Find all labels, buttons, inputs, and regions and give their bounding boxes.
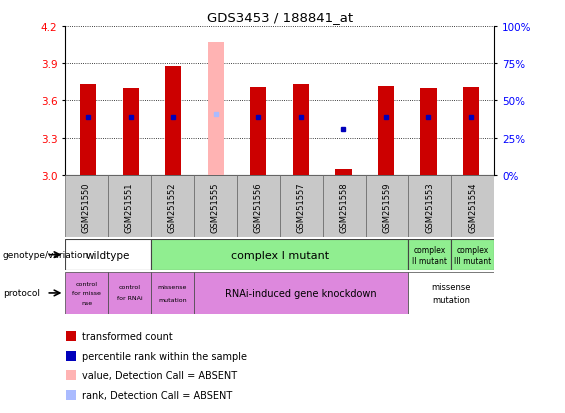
Text: missense: missense: [158, 285, 187, 290]
Bar: [463, 88, 479, 176]
Text: GSM251552: GSM251552: [168, 182, 177, 232]
Bar: [66, 332, 76, 342]
Bar: [66, 370, 76, 380]
Bar: [80, 85, 97, 176]
Bar: [66, 351, 76, 361]
Bar: [208, 43, 224, 176]
Text: GSM251551: GSM251551: [125, 182, 134, 232]
Bar: [65, 273, 108, 314]
Text: complex: complex: [414, 245, 446, 254]
Bar: [366, 176, 408, 237]
Bar: [378, 86, 394, 176]
Text: for RNAi: for RNAi: [116, 296, 142, 301]
Bar: [151, 176, 194, 237]
Text: GSM251557: GSM251557: [297, 182, 306, 232]
Bar: [408, 273, 494, 314]
Bar: [66, 390, 76, 400]
Bar: [166, 66, 181, 176]
Text: complex: complex: [457, 245, 489, 254]
Text: percentile rank within the sample: percentile rank within the sample: [82, 351, 247, 361]
Text: GSM251556: GSM251556: [254, 182, 263, 232]
Bar: [293, 85, 309, 176]
Text: value, Detection Call = ABSENT: value, Detection Call = ABSENT: [82, 370, 237, 380]
Bar: [323, 176, 366, 237]
Text: GSM251554: GSM251554: [468, 182, 477, 232]
Text: missense: missense: [432, 282, 471, 292]
Bar: [237, 176, 280, 237]
Text: complex I mutant: complex I mutant: [231, 250, 329, 260]
Text: protocol: protocol: [3, 289, 40, 298]
Text: GSM251550: GSM251550: [82, 182, 91, 232]
Bar: [194, 273, 408, 314]
Bar: [65, 176, 108, 237]
Text: GSM251555: GSM251555: [211, 182, 220, 232]
Text: GSM251553: GSM251553: [425, 182, 434, 232]
Bar: [280, 176, 323, 237]
Bar: [151, 240, 408, 271]
Bar: [194, 176, 237, 237]
Bar: [451, 176, 494, 237]
Text: III mutant: III mutant: [454, 256, 492, 265]
Text: GSM251559: GSM251559: [383, 182, 392, 232]
Bar: [408, 176, 451, 237]
Text: mutation: mutation: [158, 297, 186, 302]
Title: GDS3453 / 188841_at: GDS3453 / 188841_at: [207, 11, 353, 24]
Text: genotype/variation: genotype/variation: [3, 251, 89, 259]
Text: transformed count: transformed count: [82, 332, 173, 342]
Bar: [123, 89, 139, 176]
Bar: [108, 176, 151, 237]
Text: GSM251558: GSM251558: [340, 182, 349, 232]
Text: mutation: mutation: [432, 295, 471, 304]
Bar: [408, 240, 451, 271]
Text: wildtype: wildtype: [86, 250, 130, 260]
Bar: [250, 88, 267, 176]
Bar: [108, 273, 151, 314]
Text: control: control: [119, 285, 140, 290]
Text: RNAi-induced gene knockdown: RNAi-induced gene knockdown: [225, 288, 377, 298]
Bar: [451, 240, 494, 271]
Text: control: control: [76, 282, 97, 287]
Bar: [420, 89, 437, 176]
Text: II mutant: II mutant: [412, 256, 447, 265]
Bar: [151, 273, 194, 314]
Text: for misse: for misse: [72, 291, 101, 296]
Text: rank, Detection Call = ABSENT: rank, Detection Call = ABSENT: [82, 390, 232, 400]
Text: nse: nse: [81, 300, 92, 305]
Bar: [65, 240, 151, 271]
Bar: [336, 169, 351, 176]
